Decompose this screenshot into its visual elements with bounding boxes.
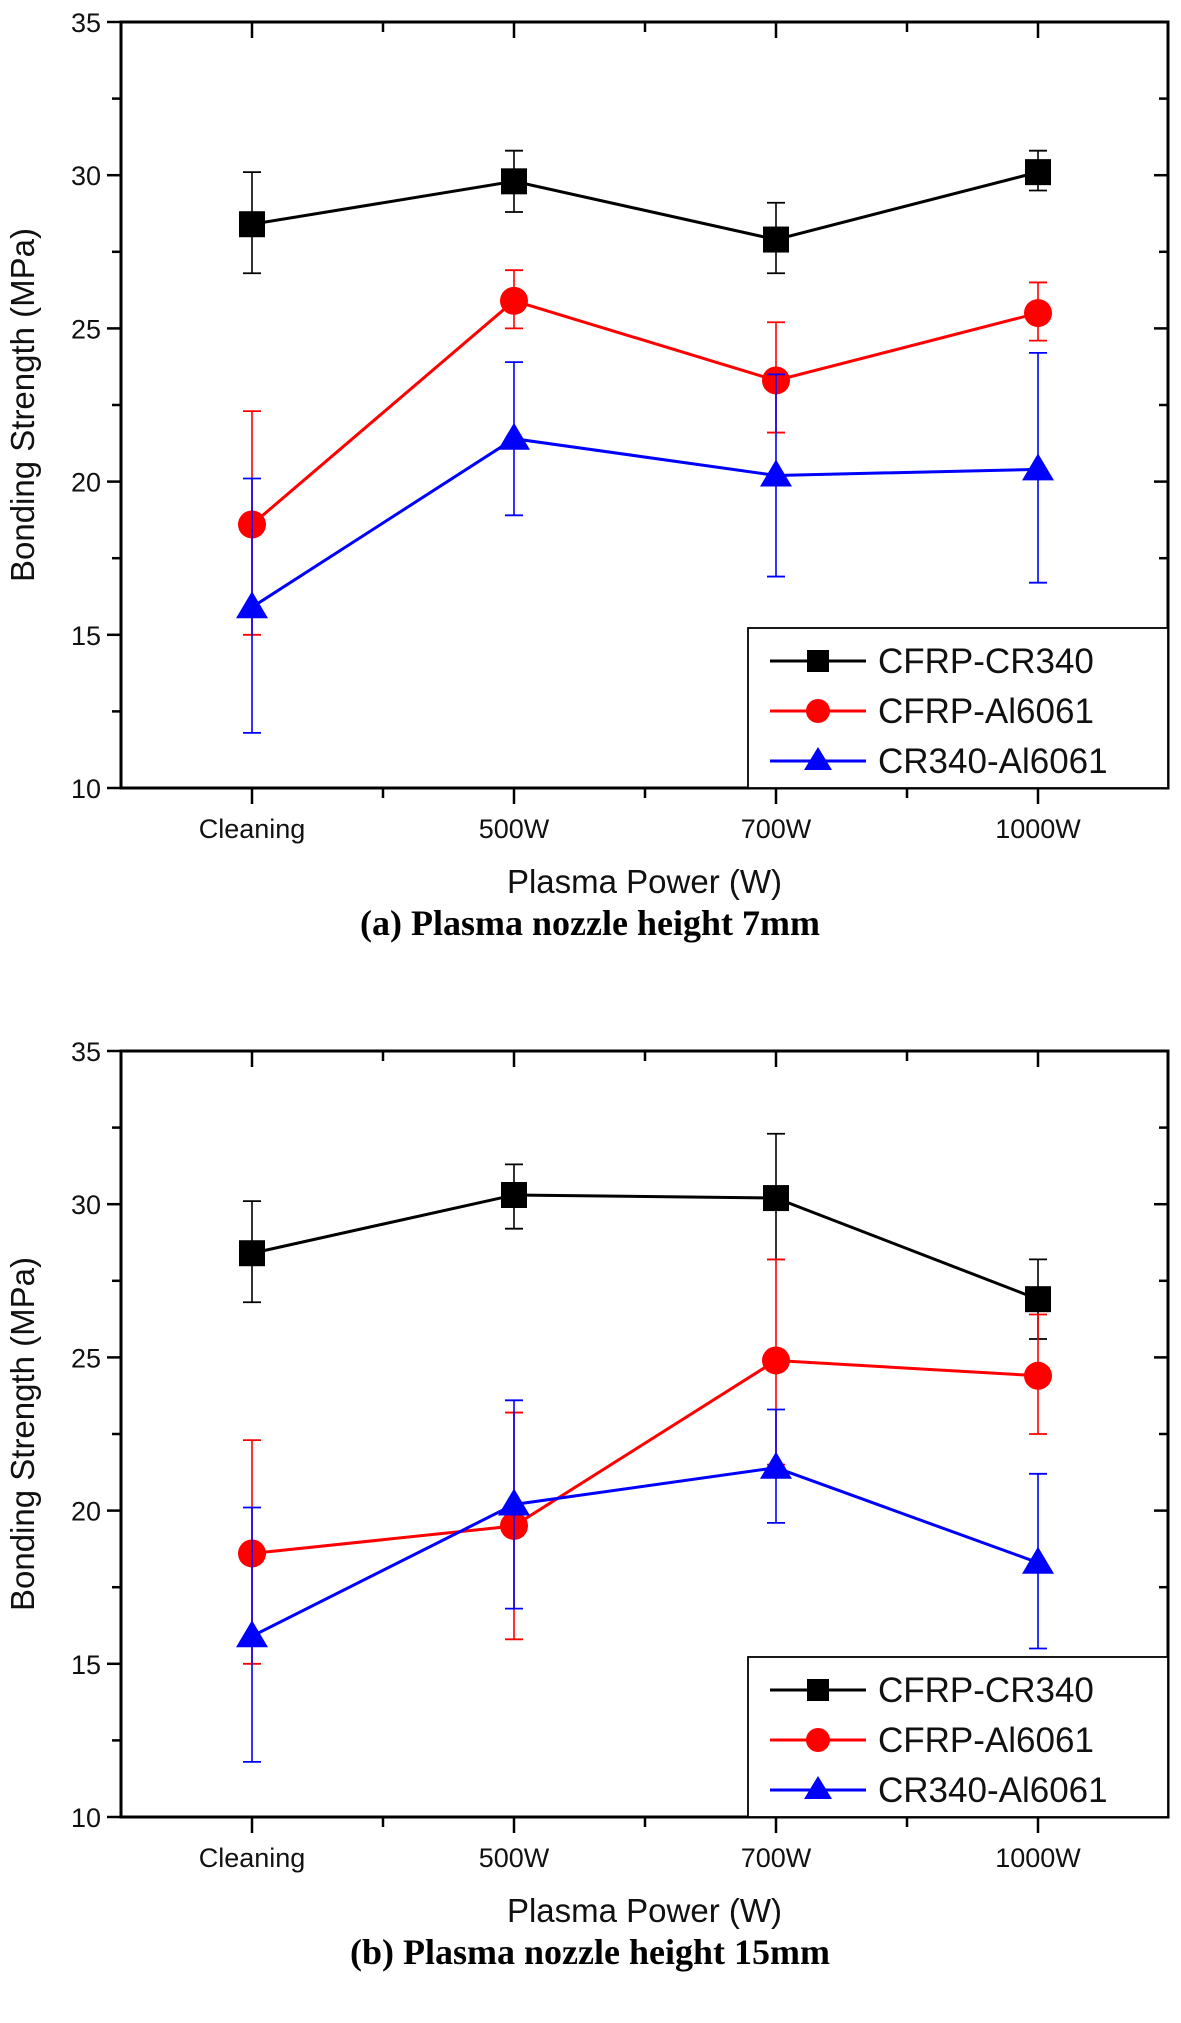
data-point-triangle <box>498 1488 530 1516</box>
legend-item: CFRP-Al6061 <box>770 692 1094 731</box>
x-tick-label: 1000W <box>995 814 1081 844</box>
data-point-triangle <box>760 1451 792 1479</box>
legend-marker-triangle <box>804 1776 832 1799</box>
series-cfrp-cr340 <box>239 149 1051 275</box>
legend-label: CFRP-CR340 <box>878 1671 1094 1710</box>
series-line <box>251 1358 1039 1555</box>
data-point-circle <box>500 286 528 315</box>
legend-item: CR340-Al6061 <box>770 742 1108 781</box>
series-line <box>251 299 1039 526</box>
data-point-square <box>763 226 789 253</box>
data-point-triangle <box>1022 1546 1054 1574</box>
figure-caption: (a) Plasma nozzle height 7mm <box>360 903 820 943</box>
legend-marker-triangle <box>804 747 832 770</box>
data-point-square <box>239 1240 265 1267</box>
series-cfrp-cr340 <box>239 1132 1051 1340</box>
data-point-square <box>501 168 527 195</box>
legend-marker-square <box>807 650 829 672</box>
y-tick-label: 25 <box>71 1343 101 1373</box>
data-point-square <box>763 1185 789 1212</box>
legend-item: CR340-Al6061 <box>770 1771 1108 1810</box>
figure-caption: (b) Plasma nozzle height 15mm <box>350 1932 830 1972</box>
data-point-circle <box>762 1346 790 1375</box>
y-tick-label: 20 <box>71 1497 101 1527</box>
legend-item: CFRP-Al6061 <box>770 1721 1094 1760</box>
x-tick-label: 1000W <box>995 1843 1081 1873</box>
series-line <box>251 1466 1039 1638</box>
series-line <box>251 437 1039 609</box>
legend-label: CFRP-Al6061 <box>878 1721 1094 1760</box>
x-tick-label: Cleaning <box>199 814 306 844</box>
chart-panel-a: 10 15 20 25 30 35 Cleaning 500W 700W 1000W Plasma … <box>4 8 1170 943</box>
series-line <box>251 1193 1039 1301</box>
x-tick-label: Cleaning <box>199 1843 306 1873</box>
series-cfrp-al6061 <box>238 269 1052 636</box>
series-cfrp-al6061 <box>238 1258 1052 1665</box>
legend-label: CR340-Al6061 <box>878 742 1108 781</box>
x-tick-label: 500W <box>479 814 550 844</box>
legend-label: CR340-Al6061 <box>878 1771 1108 1810</box>
series-line <box>251 170 1039 242</box>
x-tick-label: 700W <box>741 1843 812 1873</box>
legend-label: CFRP-Al6061 <box>878 692 1094 731</box>
legend-marker-circle <box>806 1728 830 1752</box>
x-tick-label: 500W <box>479 1843 550 1873</box>
chart-panel-b: 10 15 20 25 30 35 Cleaning 500W 700W 1000W Plasma … <box>4 1037 1170 1972</box>
y-tick-label: 15 <box>71 1650 101 1680</box>
y-axis-title: Bonding Strength (MPa) <box>4 228 41 582</box>
x-axis-title: Plasma Power (W) <box>507 1892 782 1929</box>
data-point-square <box>239 211 265 238</box>
y-tick-label: 35 <box>71 8 101 38</box>
data-point-triangle <box>236 1620 268 1648</box>
legend-marker-circle <box>806 699 830 723</box>
data-point-triangle <box>236 591 268 619</box>
x-tick-label: 700W <box>741 814 812 844</box>
x-axis-title: Plasma Power (W) <box>507 863 782 900</box>
data-point-triangle <box>1022 453 1054 481</box>
series-cr340-al6061 <box>236 352 1054 734</box>
y-tick-label: 30 <box>71 1190 101 1220</box>
y-tick-label: 15 <box>71 621 101 651</box>
data-point-square <box>1025 159 1051 186</box>
legend-label: CFRP-CR340 <box>878 642 1094 681</box>
y-tick-label: 30 <box>71 161 101 191</box>
data-point-triangle <box>760 459 792 487</box>
y-tick-label: 10 <box>71 1803 101 1833</box>
data-point-square <box>501 1182 527 1209</box>
y-tick-label: 25 <box>71 314 101 344</box>
legend: CFRP-CR340 CFRP-Al6061 CR340-Al6061 <box>747 627 1169 789</box>
y-axis-title: Bonding Strength (MPa) <box>4 1257 41 1611</box>
y-tick-label: 20 <box>71 468 101 498</box>
legend-item: CFRP-CR340 <box>770 1671 1094 1710</box>
legend-item: CFRP-CR340 <box>770 642 1094 681</box>
data-point-circle <box>1024 1361 1052 1390</box>
data-point-square <box>1025 1286 1051 1313</box>
legend-marker-square <box>807 1679 829 1701</box>
legend: CFRP-CR340 CFRP-Al6061 CR340-Al6061 <box>747 1656 1169 1818</box>
y-tick-label: 10 <box>71 774 101 804</box>
data-point-triangle <box>498 422 530 450</box>
data-point-circle <box>1024 299 1052 328</box>
y-tick-label: 35 <box>71 1037 101 1067</box>
series-cr340-al6061 <box>236 1399 1054 1763</box>
